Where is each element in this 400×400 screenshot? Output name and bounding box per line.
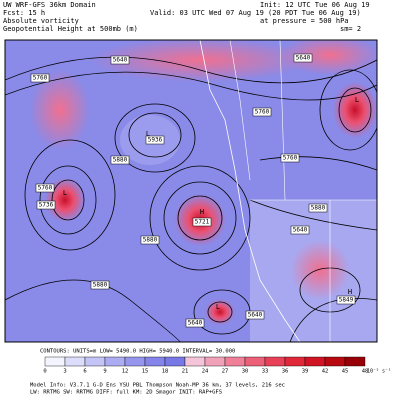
colorbar-tick-label: 30 bbox=[242, 369, 249, 375]
contour-label-box bbox=[308, 203, 328, 213]
colorbar-tick-label: 15 bbox=[142, 369, 149, 375]
colorbar-cell bbox=[184, 356, 206, 367]
contour-label: 5760 bbox=[38, 185, 53, 192]
colorbar-cell bbox=[144, 356, 166, 367]
footer-line: Model Info: V3.7.1 G-D Ens YSU PBL Thomp… bbox=[30, 383, 285, 389]
header-left-line: Geopotential Height at 500mb (m) bbox=[3, 25, 138, 33]
contour-label-box bbox=[30, 73, 50, 83]
extremum-marker: H bbox=[348, 288, 352, 296]
contour-label: 5880 bbox=[93, 282, 108, 289]
colorbar-cell bbox=[64, 356, 86, 367]
contour-label: 5880 bbox=[113, 157, 128, 164]
colorbar-tick-label: 36 bbox=[282, 369, 289, 375]
contour-label: 5640 bbox=[248, 312, 263, 319]
colorbar-cell bbox=[84, 356, 106, 367]
colorbar-cell bbox=[324, 356, 346, 367]
contour-label: 5849 bbox=[339, 297, 354, 304]
contour-label-box bbox=[293, 53, 313, 63]
contour-label-box bbox=[140, 235, 160, 245]
colorbar-tick-label: 27 bbox=[222, 369, 229, 375]
colorbar-cell bbox=[44, 356, 66, 367]
contour-label-box bbox=[90, 280, 110, 290]
colorbar-tick-label: 0 bbox=[43, 369, 46, 375]
colorbar-tick-label: 42 bbox=[322, 369, 329, 375]
colorbar-tick-label: 24 bbox=[202, 369, 209, 375]
colorbar-cell bbox=[124, 356, 146, 367]
contour-label: 5640 bbox=[293, 227, 308, 234]
map-frame bbox=[4, 39, 378, 343]
header-left-line: Absolute vorticity bbox=[3, 17, 79, 25]
contour-label-box bbox=[185, 318, 205, 328]
extremum-marker: L bbox=[146, 130, 150, 138]
header-right-line: Init: 12 UTC Tue 06 Aug 19 bbox=[260, 1, 370, 9]
header-right-line: at pressure = 500 hPa bbox=[260, 17, 349, 25]
colorbar-cell bbox=[304, 356, 326, 367]
footer-line: LW: RRTMG SW: RRTMG DIFF: full KM: 2D Sm… bbox=[30, 390, 222, 396]
colorbar-tick-label: 45 bbox=[342, 369, 349, 375]
contour-label: 5640 bbox=[188, 320, 203, 327]
colorbar-cell bbox=[284, 356, 306, 367]
contour-label-box bbox=[252, 107, 272, 117]
header-right-line: sm= 2 bbox=[340, 25, 361, 33]
contour-label: 5721 bbox=[195, 219, 210, 226]
header-left-line: UW WRF-GFS 36km Domain bbox=[3, 1, 96, 9]
contour-label: 5760 bbox=[283, 155, 298, 162]
contour-label-box bbox=[290, 225, 310, 235]
colorbar-cell bbox=[204, 356, 226, 367]
colorbar-cell bbox=[104, 356, 126, 367]
contour-label: 5640 bbox=[113, 57, 128, 64]
colorbar-cell bbox=[344, 356, 366, 367]
colorbar-tick-label: 6 bbox=[83, 369, 86, 375]
extremum-marker: L bbox=[216, 303, 220, 311]
colorbar-tick-label: 12 bbox=[122, 369, 129, 375]
colorbar-unit: 10⁻⁵ s⁻¹ bbox=[367, 369, 391, 375]
contour-label: 5640 bbox=[296, 55, 311, 62]
map-area bbox=[5, 40, 377, 342]
colorbar-tick-label: 48 bbox=[362, 369, 369, 375]
contour-label-box bbox=[35, 183, 55, 193]
contour-label-box bbox=[110, 155, 130, 165]
contour-label-box bbox=[110, 55, 130, 65]
colorbar-tick-label: 3 bbox=[63, 369, 66, 375]
contour-label-box bbox=[145, 135, 165, 145]
contour-label-box bbox=[280, 153, 300, 163]
header-left-line: Fcst: 15 h bbox=[3, 9, 45, 17]
contour-label-box bbox=[245, 310, 265, 320]
colorbar-tick-label: 9 bbox=[103, 369, 106, 375]
extremum-marker: L bbox=[355, 96, 359, 104]
colorbar-tick-label: 18 bbox=[162, 369, 169, 375]
contour-label: 5760 bbox=[255, 109, 270, 116]
colorbar-tick-label: 39 bbox=[302, 369, 309, 375]
extremum-marker: H bbox=[200, 208, 204, 216]
contour-label-box bbox=[36, 200, 56, 210]
header-right-line: Valid: 03 UTC Wed 07 Aug 19 (20 PDT Tue … bbox=[150, 9, 361, 17]
colorbar-cell bbox=[224, 356, 246, 367]
contours-info: CONTOURS: UNITS=m LOW= 5490.0 HIGH= 5940… bbox=[40, 349, 235, 355]
contour-label: 5936 bbox=[148, 137, 163, 144]
contour-label: 5736 bbox=[39, 202, 54, 209]
contour-label: 5760 bbox=[33, 75, 48, 82]
contour-label: 5880 bbox=[143, 237, 158, 244]
extremum-marker: L bbox=[63, 189, 67, 197]
contour-label-box bbox=[336, 295, 356, 305]
colorbar-tick-label: 33 bbox=[262, 369, 269, 375]
colorbar-cell bbox=[264, 356, 286, 367]
contour-label: 5880 bbox=[311, 205, 326, 212]
colorbar-cell bbox=[244, 356, 266, 367]
colorbar-cell bbox=[164, 356, 186, 367]
colorbar-tick-label: 21 bbox=[182, 369, 189, 375]
contour-label-box bbox=[192, 217, 212, 227]
